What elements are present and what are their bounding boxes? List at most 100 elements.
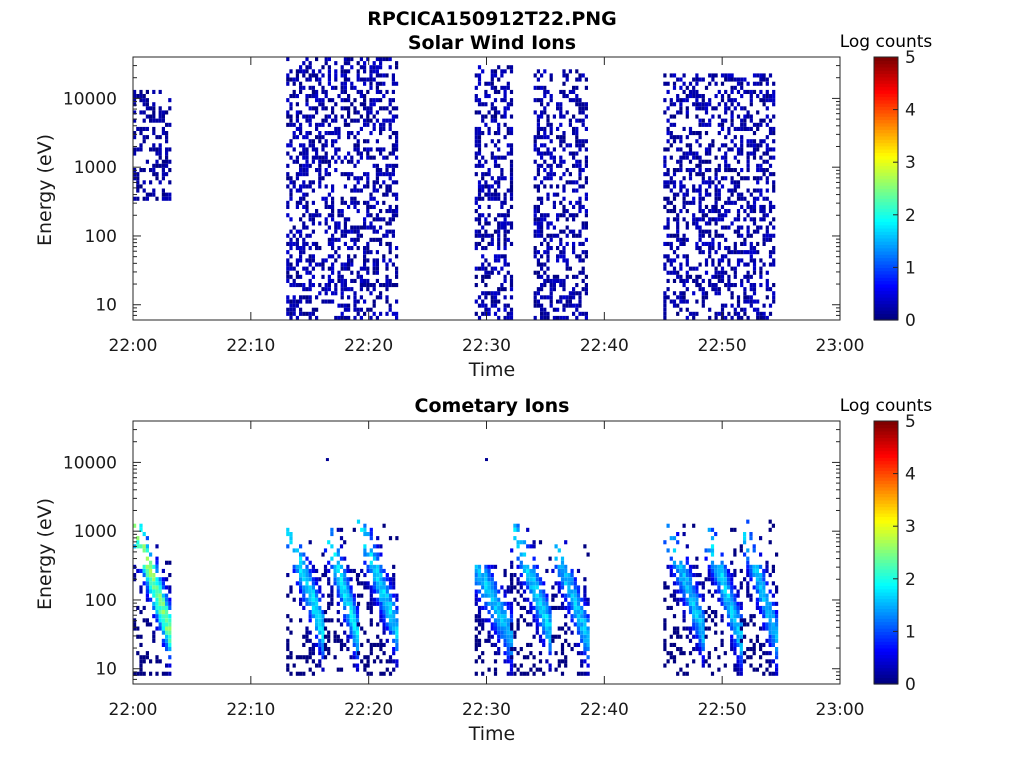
spectrogram-cell-4 <box>663 241 667 246</box>
spectrogram-cell-1 <box>318 626 322 631</box>
spectrogram-cell-1 <box>311 564 315 569</box>
spectrogram-cell-9 <box>746 568 750 573</box>
spectrogram-cell-1 <box>321 630 325 635</box>
spectrogram-cell-3 <box>568 299 572 304</box>
spectrogram-cell-3 <box>540 262 544 267</box>
spectrogram-cell-3 <box>584 147 588 152</box>
spectrogram-cell-3 <box>562 196 566 201</box>
spectrogram-cell-0 <box>145 655 149 660</box>
spectrogram-cell-3 <box>543 295 547 300</box>
spectrogram-cell-1 <box>395 81 399 86</box>
spectrogram-cell-4 <box>704 168 709 173</box>
spectrogram-cell-0 <box>155 556 159 561</box>
y-tick-label-0: 10 <box>95 660 117 680</box>
spectrogram-cell-5 <box>535 605 539 610</box>
spectrogram-cell-3 <box>366 663 370 668</box>
colorbar-segment <box>874 467 898 471</box>
spectrogram-cell-1 <box>318 172 322 177</box>
spectrogram-cell-2 <box>490 106 494 111</box>
spectrogram-cell-8 <box>720 614 724 619</box>
spectrogram-cell-1 <box>302 168 306 173</box>
spectrogram-cell-2 <box>336 527 340 532</box>
spectrogram-cell-1 <box>369 213 373 218</box>
spectrogram-cell-6 <box>567 610 571 615</box>
spectrogram-cell-5 <box>542 610 546 615</box>
spectrogram-cell-5 <box>513 647 517 652</box>
spectrogram-cell-4 <box>765 147 769 152</box>
spectrogram-cell-1 <box>305 184 309 189</box>
spectrogram-cell-4 <box>717 287 721 292</box>
spectrogram-cell-1 <box>385 299 389 304</box>
spectrogram-cell-4 <box>698 155 702 160</box>
spectrogram-cell-1 <box>292 94 296 99</box>
spectrogram-cell-4 <box>752 299 757 304</box>
spectrogram-cell-1 <box>315 307 319 312</box>
spectrogram-cell-4 <box>672 114 677 119</box>
spectrogram-cell-6 <box>564 622 568 627</box>
spectrogram-cell-2 <box>503 135 507 140</box>
spectrogram-cell-6 <box>580 663 584 668</box>
spectrogram-cell-9 <box>755 589 759 594</box>
spectrogram-cell-1 <box>302 585 306 590</box>
spectrogram-cell-2 <box>477 65 482 70</box>
spectrogram-cell-8 <box>707 573 711 578</box>
spectrogram-cell-1 <box>286 163 290 168</box>
spectrogram-cell-3 <box>379 671 383 676</box>
spectrogram-cell-1 <box>324 184 328 189</box>
spectrogram-cell-5 <box>538 614 543 619</box>
spectrogram-cell-3 <box>556 233 560 238</box>
spectrogram-cell-0 <box>165 135 169 140</box>
spectrogram-cell-1 <box>363 102 367 107</box>
spectrogram-cell-2 <box>349 618 353 623</box>
spectrogram-cell-3 <box>533 135 537 140</box>
spectrogram-cell-7 <box>692 618 696 623</box>
spectrogram-cell-1 <box>331 237 335 242</box>
spectrogram-cell-1 <box>385 168 389 173</box>
spectrogram-cell-1 <box>388 221 392 226</box>
spectrogram-cell-4 <box>503 638 507 643</box>
spectrogram-cell-9 <box>743 532 747 537</box>
spectrogram-cell-4 <box>695 77 699 82</box>
spectrogram-cell-3 <box>395 618 399 623</box>
spectrogram-cell-4 <box>736 77 741 82</box>
spectrogram-cell-0 <box>133 110 137 115</box>
spectrogram-cell-1 <box>289 315 293 320</box>
spectrogram-cell-1 <box>295 270 299 275</box>
spectrogram-cell-6 <box>573 593 577 598</box>
spectrogram-cell-3 <box>376 573 380 578</box>
spectrogram-cell-1 <box>331 246 335 251</box>
spectrogram-cell-1 <box>311 94 315 99</box>
spectrogram-cell-7 <box>682 618 686 623</box>
spectrogram-cell-3 <box>572 155 576 160</box>
spectrogram-cell-7 <box>701 659 705 664</box>
spectrogram-cell-0 <box>142 532 146 537</box>
spectrogram-cell-4 <box>685 143 689 148</box>
spectrogram-cell-1 <box>315 581 319 586</box>
spectrogram-cell-6 <box>560 564 565 569</box>
spectrogram-cell-1 <box>302 634 306 639</box>
spectrogram-cell-3 <box>376 601 380 606</box>
spectrogram-cell-7 <box>695 556 699 561</box>
spectrogram-cell-2 <box>490 139 494 144</box>
spectrogram-cell-4 <box>772 188 776 193</box>
spectrogram-cell-1 <box>391 163 395 168</box>
spectrogram-cell-3 <box>536 291 540 296</box>
spectrogram-cell-4 <box>695 283 699 288</box>
spectrogram-cell-1 <box>318 638 322 643</box>
spectrogram-cell-1 <box>305 233 309 238</box>
spectrogram-cell-3 <box>536 258 540 263</box>
spectrogram-cell-7 <box>682 651 686 656</box>
spectrogram-cell-0 <box>161 172 165 177</box>
spectrogram-cell-1 <box>321 159 325 164</box>
spectrogram-cell-3 <box>376 536 380 541</box>
spectrogram-cell-2 <box>349 614 353 619</box>
spectrogram-cell-6 <box>580 651 584 656</box>
spectrogram-cell-1 <box>311 614 315 619</box>
spectrogram-cell-3 <box>376 544 380 549</box>
spectrogram-cell-7 <box>688 630 693 635</box>
spectrogram-cell-3 <box>575 151 579 156</box>
spectrogram-cell-0 <box>145 589 149 594</box>
spectrogram-cell-2 <box>349 655 353 660</box>
spectrogram-cell-2 <box>349 589 353 594</box>
colorbar-segment <box>874 565 898 570</box>
